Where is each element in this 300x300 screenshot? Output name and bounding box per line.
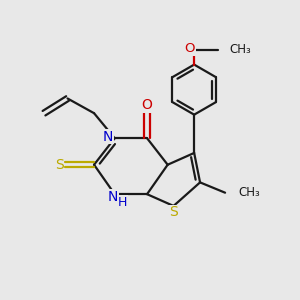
Text: N: N <box>108 190 119 203</box>
Text: N: N <box>103 130 113 144</box>
Text: O: O <box>142 98 152 112</box>
Text: CH₃: CH₃ <box>238 186 260 199</box>
Text: H: H <box>118 196 128 209</box>
Text: S: S <box>55 158 64 172</box>
Text: CH₃: CH₃ <box>230 43 251 56</box>
Text: O: O <box>184 42 195 55</box>
Text: S: S <box>169 206 178 219</box>
